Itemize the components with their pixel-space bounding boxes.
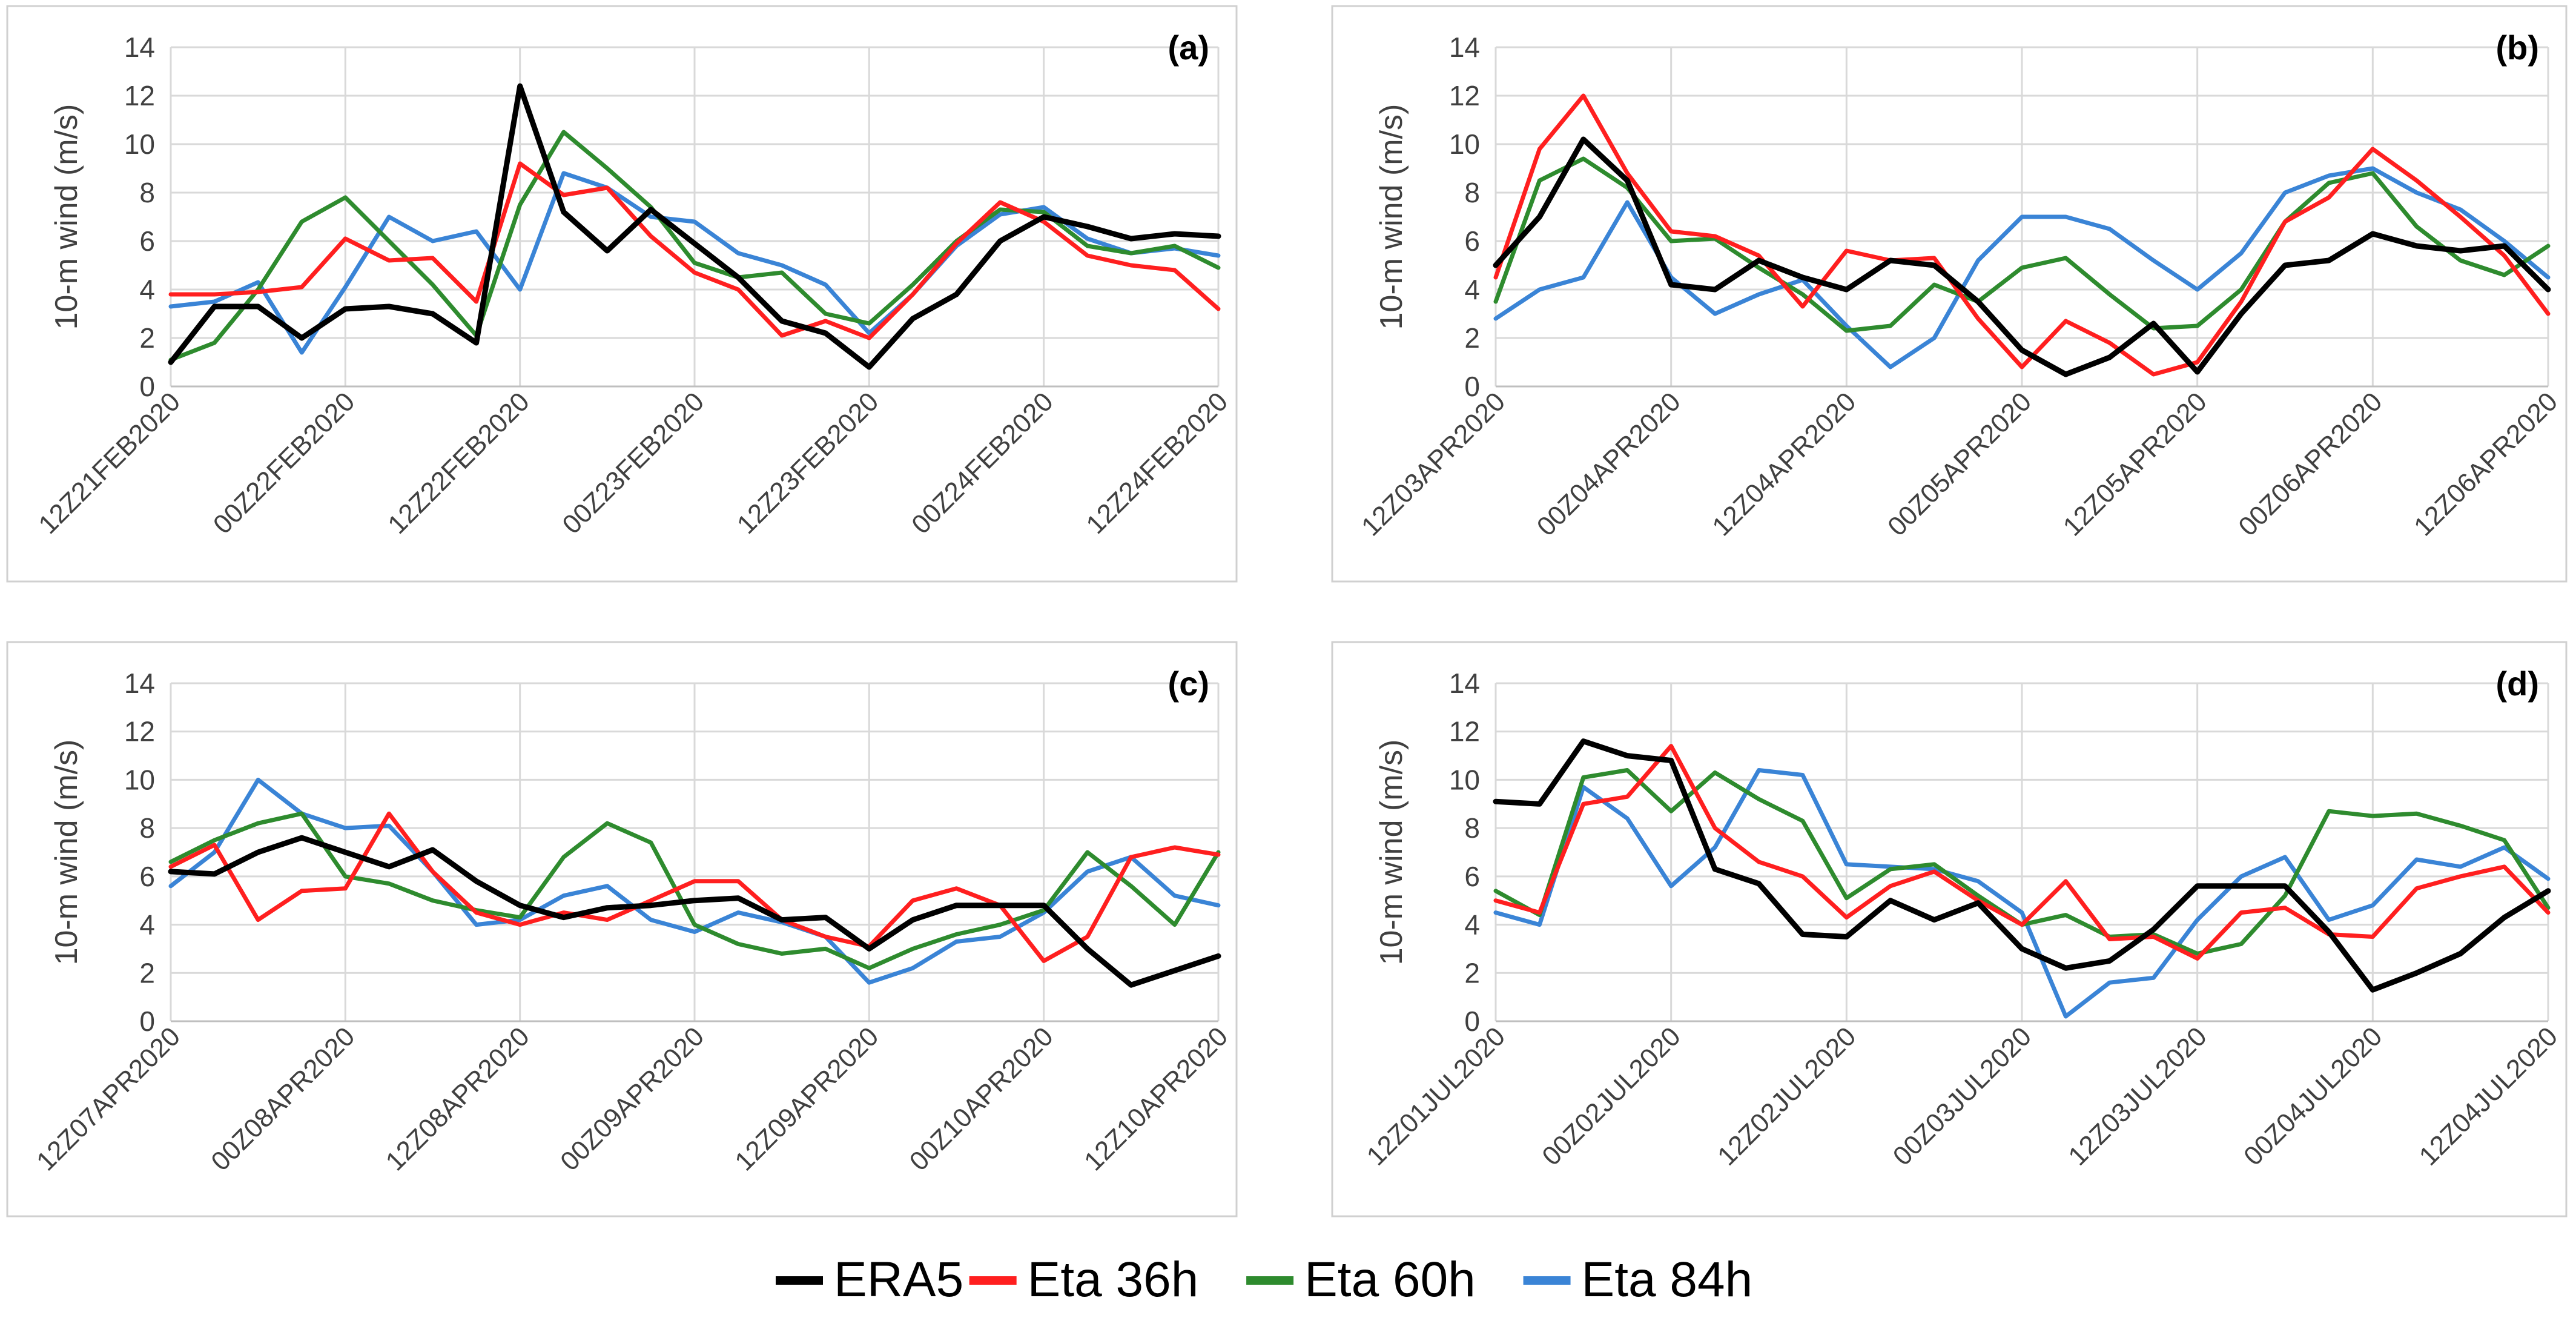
y-tick-label: 2 xyxy=(139,957,155,989)
series-line-eta-60h xyxy=(168,811,1221,970)
panel-label: (b) xyxy=(2495,28,2539,67)
y-tick-label: 12 xyxy=(1449,80,1480,111)
series-line-era5 xyxy=(1493,738,2551,993)
y-tick-label: 10 xyxy=(124,764,155,795)
series-line-eta-84h xyxy=(168,777,1221,985)
y-tick-label: 4 xyxy=(1464,909,1480,941)
y-axis-title: 10-m wind (m/s) xyxy=(49,104,84,330)
legend-label-era5: ERA5 xyxy=(834,1252,963,1307)
legend-label-eta-36h: Eta 36h xyxy=(1028,1252,1199,1307)
y-tick-label: 8 xyxy=(139,812,155,844)
series-line-eta-36h xyxy=(1493,744,2551,961)
y-tick-label: 10 xyxy=(1449,128,1480,160)
y-tick-label: 0 xyxy=(139,371,155,402)
y-tick-label: 0 xyxy=(1464,1005,1480,1037)
legend-label-eta-84h: Eta 84h xyxy=(1582,1252,1753,1307)
panel-frame xyxy=(1331,5,2568,583)
y-tick-label: 6 xyxy=(1464,225,1480,257)
y-tick-label: 10 xyxy=(1449,764,1480,795)
legend: ERA5 Eta 36h Eta 60h Eta 84h xyxy=(776,1252,1752,1307)
y-tick-label: 12 xyxy=(124,80,155,111)
y-tick-label: 6 xyxy=(1464,861,1480,892)
y-tick-label: 4 xyxy=(139,909,155,941)
y-tick-label: 14 xyxy=(1449,668,1480,699)
y-tick-label: 10 xyxy=(124,128,155,160)
series-line-eta-84h xyxy=(168,171,1221,355)
y-tick-label: 0 xyxy=(139,1005,155,1037)
y-tick-label: 14 xyxy=(124,668,155,699)
panel-frame xyxy=(1331,641,2568,1217)
y-tick-label: 2 xyxy=(1464,322,1480,354)
y-tick-label: 2 xyxy=(1464,957,1480,989)
y-tick-label: 14 xyxy=(1449,31,1480,63)
y-axis-title: 10-m wind (m/s) xyxy=(1374,104,1409,330)
series-line-eta-84h xyxy=(1493,768,2551,1019)
y-axis-title: 10-m wind (m/s) xyxy=(49,740,84,966)
y-tick-label: 8 xyxy=(1464,177,1480,208)
legend-label-eta-60h: Eta 60h xyxy=(1304,1252,1476,1307)
y-axis-title: 10-m wind (m/s) xyxy=(1374,740,1409,966)
y-tick-label: 12 xyxy=(124,716,155,747)
series-line-eta-60h xyxy=(168,130,1221,362)
y-tick-label: 12 xyxy=(1449,716,1480,747)
y-tick-label: 6 xyxy=(139,861,155,892)
y-tick-label: 6 xyxy=(139,225,155,257)
series-line-era5 xyxy=(1493,136,2551,377)
series-line-eta-36h xyxy=(168,161,1221,340)
y-tick-label: 0 xyxy=(1464,371,1480,402)
y-tick-label: 8 xyxy=(139,177,155,208)
series-line-era5 xyxy=(168,835,1221,988)
series-line-eta-60h xyxy=(1493,156,2551,333)
panel-label: (d) xyxy=(2495,664,2539,703)
series-line-eta-84h xyxy=(1493,166,2551,369)
y-tick-label: 2 xyxy=(139,322,155,354)
panel-label: (c) xyxy=(1168,664,1209,703)
panel-label: (a) xyxy=(1168,28,1209,67)
y-tick-label: 8 xyxy=(1464,812,1480,844)
y-tick-label: 4 xyxy=(1464,274,1480,305)
series-line-era5 xyxy=(168,83,1221,370)
series-line-eta-36h xyxy=(168,811,1221,963)
series-line-eta-36h xyxy=(1493,93,2551,377)
y-tick-label: 14 xyxy=(124,31,155,63)
y-tick-label: 4 xyxy=(139,274,155,305)
panel-frame xyxy=(6,641,1238,1217)
